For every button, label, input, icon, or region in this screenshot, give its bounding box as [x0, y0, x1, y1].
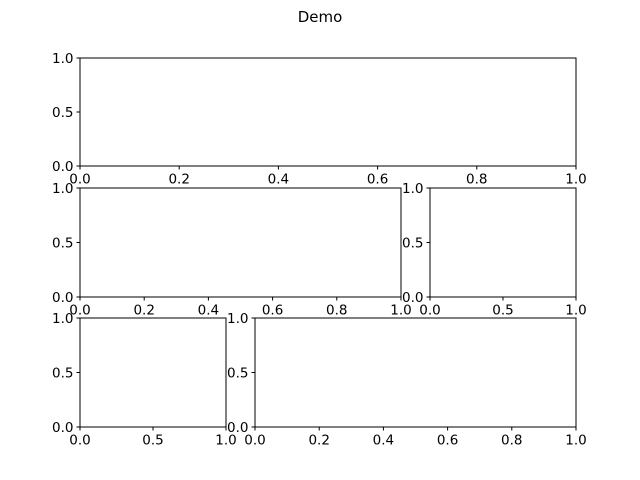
- y-tick-label: 0.5: [52, 105, 73, 121]
- x-tick-label: 0.8: [501, 433, 522, 449]
- y-tick-label: 0.5: [402, 236, 423, 252]
- y-tick-label: 0.0: [227, 420, 248, 436]
- x-tick-label: 0.8: [466, 172, 487, 188]
- subplot-4-frame: [79, 317, 227, 428]
- x-tick-label: 0.5: [492, 303, 513, 319]
- subplot-2-frame: [79, 187, 402, 298]
- x-tick-label: 0.4: [268, 172, 289, 188]
- subplot-5: 0.0 0.2 0.4 0.6 0.8 1.0 0.0 0.5 1.0: [227, 311, 587, 449]
- y-tick-label: 1.0: [402, 181, 423, 197]
- y-tick-label: 1.0: [52, 311, 73, 327]
- x-tick-label: 0.8: [326, 303, 347, 319]
- x-tick-label: 0.0: [244, 433, 265, 449]
- x-tick-label: 0.4: [373, 433, 394, 449]
- x-tick-label: 0.6: [367, 172, 388, 188]
- subplot-5-frame: [254, 317, 577, 428]
- x-tick-label: 1.0: [565, 172, 586, 188]
- y-tick-label: 0.0: [402, 290, 423, 306]
- figure-title: Demo: [298, 8, 343, 26]
- x-tick-label: 0.0: [69, 303, 90, 319]
- subplot-2: 0.0 0.2 0.4 0.6 0.8 1.0 0.0 0.5 1.0: [52, 181, 412, 319]
- x-tick-label: 0.2: [168, 172, 189, 188]
- x-tick-label: 1.0: [390, 303, 411, 319]
- x-tick-label: 0.4: [198, 303, 219, 319]
- y-tick-label: 0.5: [52, 236, 73, 252]
- y-tick-label: 0.5: [52, 366, 73, 382]
- subplot-3: 0.0 0.5 1.0 0.0 0.5 1.0: [402, 181, 587, 319]
- x-tick-label: 0.6: [262, 303, 283, 319]
- subplot-4: 0.0 0.5 1.0 0.0 0.5 1.0: [52, 311, 237, 449]
- y-tick-label: 1.0: [52, 181, 73, 197]
- axes-layer: 0.0 0.2 0.4 0.6 0.8 1.00.00.51.00.0 0.2 0.4 0.6 0…: [52, 51, 587, 449]
- y-tick-label: 0.0: [52, 290, 73, 306]
- y-tick-label: 0.0: [52, 159, 73, 175]
- x-tick-label: 0.0: [69, 172, 90, 188]
- x-tick-label: 0.2: [308, 433, 329, 449]
- x-tick-label: 0.2: [133, 303, 154, 319]
- y-tick-label: 1.0: [227, 311, 248, 327]
- subplot-3-frame: [429, 187, 577, 298]
- subplot-1: 0.0 0.2 0.4 0.6 0.8 1.0 0.0 0.5 1.0: [52, 51, 587, 188]
- x-tick-label: 0.5: [142, 433, 163, 449]
- x-tick-label: 1.0: [565, 433, 586, 449]
- y-tick-label: 0.5: [227, 366, 248, 382]
- subplot-1-frame: [79, 57, 577, 167]
- y-tick-label: 0.0: [52, 420, 73, 436]
- x-tick-label: 0.0: [419, 303, 440, 319]
- x-tick-label: 1.0: [215, 433, 236, 449]
- x-tick-label: 1.0: [565, 303, 586, 319]
- x-tick-label: 0.0: [69, 433, 90, 449]
- y-tick-label: 1.0: [52, 51, 73, 67]
- x-tick-label: 0.6: [437, 433, 458, 449]
